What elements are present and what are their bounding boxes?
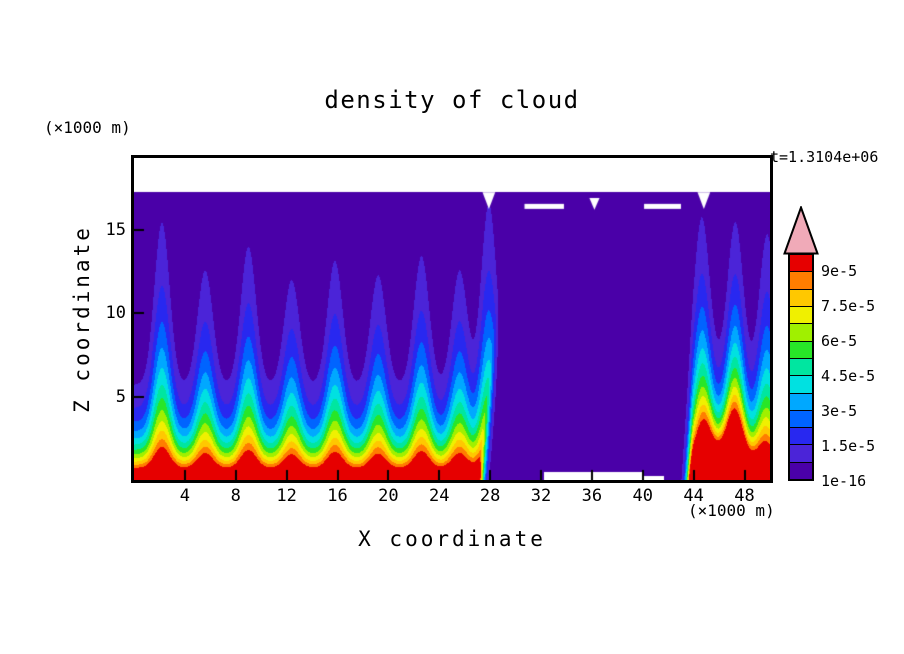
plot-frame [131,155,773,483]
colorbar-segment [790,323,812,341]
colorbar-segment [790,305,812,324]
x-tick-label: 8 [230,486,241,506]
colorbar-tick-label: 7.5e-5 [821,296,876,315]
x-tick-label: 48 [734,486,755,506]
y-tick-label: 5 [115,386,126,407]
x-tick-label: 36 [581,486,603,506]
x-tick-label: 20 [378,486,399,506]
colorbar-segment [790,375,812,393]
colorbar-segment [790,444,812,462]
colorbar-segment [790,357,812,376]
colorbar [788,253,814,481]
x-tick-label: 32 [530,486,552,506]
colorbar-tick-label: 1e-16 [821,472,867,490]
x-tick-label: 24 [429,486,450,506]
contour-plot-canvas [134,158,770,480]
colorbar-segment [790,427,812,445]
x-tick-label: 12 [276,486,297,506]
colorbar-tick-label: 4.5e-5 [821,366,876,385]
colorbar-tick-label: 9e-5 [821,261,858,280]
x-axis-unit: (×1000 m) [688,501,775,520]
time-label: t=1.3104e+06 [770,148,879,166]
colorbar-segment [790,255,812,272]
y-axis-unit: (×1000 m) [44,118,131,137]
colorbar-segment [790,392,812,410]
y-axis-label: Z coordinate [70,225,94,413]
colorbar-segment [790,409,812,428]
colorbar-segment [790,461,812,480]
colorbar-tick-label: 1.5e-5 [821,436,876,455]
chart-title: density of cloud [324,86,580,114]
colorbar-segment [790,288,812,306]
colorbar-overflow-arrow [783,206,819,255]
colorbar-segment [790,271,812,289]
x-tick-label: 4 [179,486,190,506]
colorbar-tick-label: 3e-5 [821,401,858,420]
colorbar-tick-label: 6e-5 [821,331,858,350]
x-tick-label: 40 [632,486,654,506]
x-tick-label: 16 [327,486,348,506]
x-tick-label: 44 [683,486,704,506]
x-axis-label: X coordinate [358,527,546,551]
x-tick-label: 28 [479,486,501,506]
colorbar-segment [790,340,812,358]
y-tick-label: 10 [105,303,126,324]
y-tick-label: 15 [105,219,126,240]
